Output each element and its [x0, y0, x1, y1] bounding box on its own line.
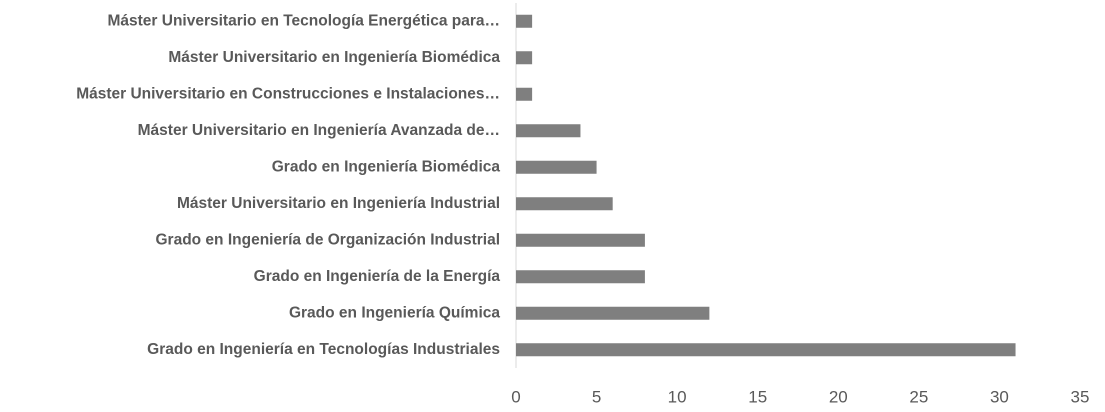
bar	[516, 343, 1016, 357]
bar	[516, 270, 645, 284]
bar	[516, 51, 533, 65]
x-tick-label: 35	[1071, 387, 1090, 406]
bar	[516, 160, 597, 174]
y-tick-label: Grado en Ingeniería Química	[289, 304, 500, 321]
bar	[516, 306, 710, 320]
x-tick-label: 30	[990, 387, 1009, 406]
y-tick-label: Máster Universitario en Ingeniería Avanz…	[138, 122, 500, 139]
bar	[516, 124, 581, 138]
y-tick-label: Grado en Ingeniería de la Energía	[254, 268, 501, 285]
y-tick-label: Máster Universitario en Ingeniería Indus…	[177, 195, 500, 212]
x-tick-label: 10	[668, 387, 687, 406]
bar	[516, 14, 533, 28]
y-tick-label: Máster Universitario en Construcciones e…	[76, 85, 500, 102]
x-tick-label: 5	[592, 387, 601, 406]
x-tick-label: 15	[748, 387, 767, 406]
bar	[516, 233, 645, 247]
x-tick-label: 0	[511, 387, 520, 406]
y-tick-label: Grado en Ingeniería en Tecnologías Indus…	[147, 341, 500, 358]
y-tick-label: Grado en Ingeniería Biomédica	[272, 158, 501, 175]
y-tick-label: Máster Universitario en Ingeniería Biomé…	[168, 49, 500, 66]
x-tick-label: 20	[829, 387, 848, 406]
y-tick-label: Máster Universitario en Tecnología Energ…	[107, 12, 500, 29]
bar	[516, 87, 533, 101]
x-tick-label: 25	[909, 387, 928, 406]
y-tick-label: Grado en Ingeniería de Organización Indu…	[155, 231, 500, 248]
bar	[516, 197, 613, 211]
